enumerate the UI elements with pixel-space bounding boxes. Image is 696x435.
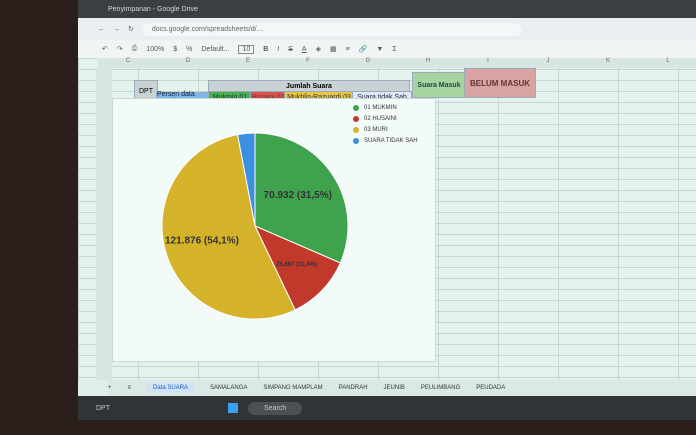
pie-slice-4[interactable] — [236, 132, 256, 227]
slice-data-label: 121.876 (54,1%) — [165, 235, 239, 246]
sheet-tab[interactable]: PANDRAH — [338, 385, 368, 391]
strikethrough-icon[interactable]: S — [288, 45, 293, 53]
font-select[interactable]: Default... — [201, 45, 230, 53]
column-headers: C D E F G H I J K L — [98, 58, 696, 68]
address-bar: ← → ↻ docs.google.com/spreadsheets/d/… — [78, 18, 696, 40]
text-color-icon[interactable]: A — [301, 45, 307, 53]
pie-chart[interactable]: 70.932 (31,5%) 25.667 (11,4%) 121.876 (54,… — [112, 98, 436, 362]
col-header[interactable]: F — [306, 58, 310, 64]
borders-icon[interactable]: ▦ — [329, 46, 337, 53]
currency-icon[interactable]: $ — [173, 45, 178, 53]
pie-svg: 70.932 (31,5%) 25.667 (11,4%) 121.876 (54,… — [161, 132, 349, 320]
legend-swatch — [353, 116, 359, 122]
screen: Penyimpanan - Google Drive ← → ↻ docs.go… — [78, 0, 696, 420]
pie-slice-2[interactable] — [253, 225, 342, 311]
col-header[interactable]: I — [487, 58, 489, 64]
browser-tabbar: Penyimpanan - Google Drive — [78, 0, 696, 18]
sheet-tab[interactable]: JEUNIB — [383, 385, 405, 391]
add-sheet-icon[interactable]: + — [108, 385, 112, 391]
col-header[interactable]: G — [365, 58, 371, 64]
row-headers — [96, 68, 112, 380]
forward-icon[interactable]: → — [113, 25, 120, 33]
legend-swatch — [353, 105, 359, 111]
legend-swatch — [353, 138, 359, 144]
col-header[interactable]: K — [605, 58, 610, 64]
redo-icon[interactable]: ↷ — [116, 46, 123, 53]
sheet-tab[interactable]: PEULIMBANG — [420, 385, 461, 391]
legend-label: 02 HUSAINI — [364, 116, 397, 122]
col-header[interactable]: H — [425, 58, 431, 64]
taskbar-user: DPT — [96, 404, 110, 412]
percent-icon[interactable]: % — [186, 45, 193, 53]
legend-label: SUARA TIDAK SAH — [364, 138, 418, 144]
legend-swatch — [353, 127, 359, 133]
sheet-tab[interactable]: PEUDADA — [476, 385, 506, 391]
chart-legend: 01 MUKMIN 02 HUSAINI 03 MURI SUARA TIDAK… — [353, 105, 418, 149]
sheet-tab[interactable]: SIMPANG MAMPLAM — [263, 385, 323, 391]
col-header[interactable]: C — [125, 58, 131, 64]
taskbar-search[interactable]: Search — [248, 401, 303, 415]
back-icon[interactable]: ← — [98, 25, 105, 33]
header-suara-masuk[interactable]: Suara Masuk — [412, 72, 466, 98]
sheet-tab[interactable]: SAMALANGA — [210, 385, 248, 391]
reload-icon[interactable]: ↻ — [128, 26, 134, 33]
link-icon[interactable]: 🔗 — [358, 46, 368, 53]
legend-label: 01 MUKMIN — [364, 105, 397, 111]
legend-item: 01 MUKMIN — [353, 105, 418, 111]
all-sheets-icon[interactable]: ≡ — [127, 385, 132, 391]
sheet-tabs: + ≡ Data SUARA SAMALANGA SIMPANG MAMPLAM… — [108, 380, 696, 396]
sheet-tab[interactable]: Data SUARA — [147, 383, 195, 393]
filter-icon[interactable]: ▼ — [376, 45, 384, 53]
header-belum-masuk[interactable]: BELUM MASUK — [464, 68, 536, 98]
font-size-input[interactable]: 10 — [238, 44, 255, 54]
col-header[interactable]: E — [245, 58, 250, 64]
slice-data-label: 70.932 (31,5%) — [264, 190, 332, 201]
legend-item: SUARA TIDAK SAH — [353, 138, 418, 144]
windows-start-icon[interactable] — [228, 403, 238, 413]
pie-slice-1[interactable] — [254, 132, 349, 264]
pie-slice-3[interactable] — [161, 134, 296, 320]
taskbar: DPT Search — [78, 396, 696, 420]
align-icon[interactable]: ≡ — [345, 45, 350, 53]
browser-tab[interactable]: Penyimpanan - Google Drive — [108, 5, 198, 13]
url-input[interactable]: docs.google.com/spreadsheets/d/… — [141, 22, 522, 36]
legend-label: 03 MURI — [364, 127, 388, 133]
italic-icon[interactable]: I — [277, 45, 280, 53]
col-header[interactable]: D — [185, 58, 191, 64]
undo-icon[interactable]: ↶ — [102, 46, 108, 53]
fill-color-icon[interactable]: ◈ — [315, 46, 321, 53]
col-header[interactable]: L — [666, 58, 670, 64]
col-header[interactable]: J — [546, 58, 550, 64]
legend-item: 02 HUSAINI — [353, 116, 418, 122]
sheets-toolbar: ↶ ↷ ⎙ 100% $ % Default... 10 B I S A ◈ ▦… — [78, 40, 696, 58]
slice-data-label: 25.667 (11,4%) — [276, 262, 317, 268]
legend-item: 03 MURI — [353, 127, 418, 133]
functions-icon[interactable]: Σ — [392, 45, 397, 53]
bold-icon[interactable]: B — [263, 45, 269, 53]
zoom-select[interactable]: 100% — [146, 45, 165, 53]
print-icon[interactable]: ⎙ — [131, 45, 138, 52]
